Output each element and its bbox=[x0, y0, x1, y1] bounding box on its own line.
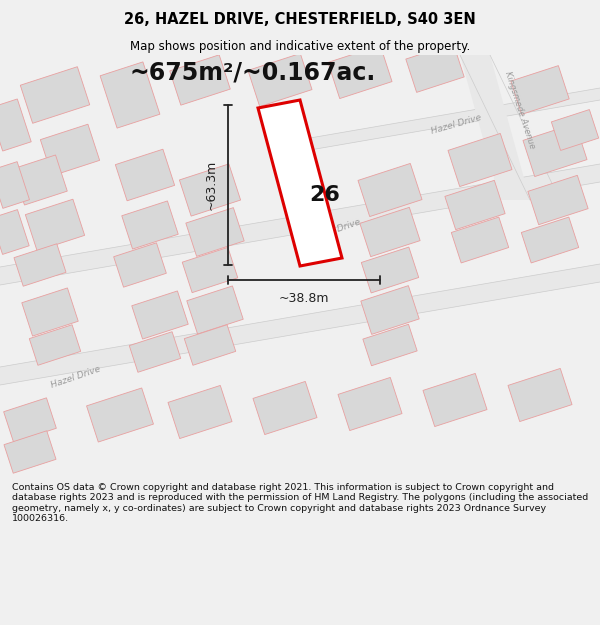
Polygon shape bbox=[187, 286, 243, 334]
Polygon shape bbox=[22, 288, 78, 336]
Polygon shape bbox=[358, 163, 422, 217]
Polygon shape bbox=[528, 176, 588, 224]
Polygon shape bbox=[40, 124, 100, 176]
Polygon shape bbox=[451, 217, 509, 263]
Polygon shape bbox=[361, 247, 419, 293]
Text: Contains OS data © Crown copyright and database right 2021. This information is : Contains OS data © Crown copyright and d… bbox=[12, 483, 588, 523]
Polygon shape bbox=[113, 243, 166, 287]
Text: Hazel Drive: Hazel Drive bbox=[430, 112, 482, 136]
Polygon shape bbox=[14, 244, 66, 286]
Polygon shape bbox=[328, 46, 392, 99]
Polygon shape bbox=[521, 217, 579, 263]
Polygon shape bbox=[0, 99, 31, 151]
Polygon shape bbox=[508, 368, 572, 422]
Polygon shape bbox=[0, 162, 29, 208]
Text: Hazel Drive: Hazel Drive bbox=[50, 364, 102, 390]
Polygon shape bbox=[363, 324, 417, 366]
Polygon shape bbox=[186, 208, 244, 256]
Polygon shape bbox=[170, 55, 230, 105]
Polygon shape bbox=[338, 378, 402, 431]
Polygon shape bbox=[406, 44, 464, 92]
Polygon shape bbox=[445, 181, 505, 229]
Polygon shape bbox=[448, 133, 512, 187]
Polygon shape bbox=[423, 373, 487, 427]
Polygon shape bbox=[258, 100, 342, 266]
Polygon shape bbox=[13, 155, 67, 205]
Text: Kingsmede Avenue: Kingsmede Avenue bbox=[503, 70, 536, 150]
Polygon shape bbox=[132, 291, 188, 339]
Polygon shape bbox=[20, 67, 90, 123]
Polygon shape bbox=[129, 332, 181, 372]
Polygon shape bbox=[0, 264, 600, 385]
Polygon shape bbox=[253, 381, 317, 434]
Text: ~38.8m: ~38.8m bbox=[279, 292, 329, 305]
Polygon shape bbox=[4, 431, 56, 473]
Polygon shape bbox=[360, 208, 420, 257]
Polygon shape bbox=[248, 53, 312, 107]
Polygon shape bbox=[361, 286, 419, 334]
Polygon shape bbox=[25, 199, 85, 251]
Polygon shape bbox=[86, 388, 154, 442]
Polygon shape bbox=[523, 123, 587, 177]
Polygon shape bbox=[551, 109, 599, 151]
Polygon shape bbox=[0, 209, 29, 254]
Text: ~675m²/~0.167ac.: ~675m²/~0.167ac. bbox=[130, 61, 376, 85]
Polygon shape bbox=[4, 398, 56, 442]
Text: 26: 26 bbox=[310, 185, 340, 205]
Polygon shape bbox=[29, 325, 81, 365]
Text: 26, HAZEL DRIVE, CHESTERFIELD, S40 3EN: 26, HAZEL DRIVE, CHESTERFIELD, S40 3EN bbox=[124, 12, 476, 27]
Polygon shape bbox=[460, 55, 530, 200]
Text: Map shows position and indicative extent of the property.: Map shows position and indicative extent… bbox=[130, 39, 470, 52]
Polygon shape bbox=[182, 248, 238, 292]
Polygon shape bbox=[122, 201, 178, 249]
Polygon shape bbox=[100, 62, 160, 128]
Text: ~63.3m: ~63.3m bbox=[205, 160, 218, 210]
Polygon shape bbox=[179, 164, 241, 216]
Polygon shape bbox=[0, 164, 600, 285]
Polygon shape bbox=[168, 386, 232, 439]
Polygon shape bbox=[184, 325, 236, 365]
Polygon shape bbox=[115, 149, 175, 201]
Text: Hazel Drive: Hazel Drive bbox=[310, 217, 362, 242]
Polygon shape bbox=[310, 88, 600, 150]
Polygon shape bbox=[511, 66, 569, 114]
